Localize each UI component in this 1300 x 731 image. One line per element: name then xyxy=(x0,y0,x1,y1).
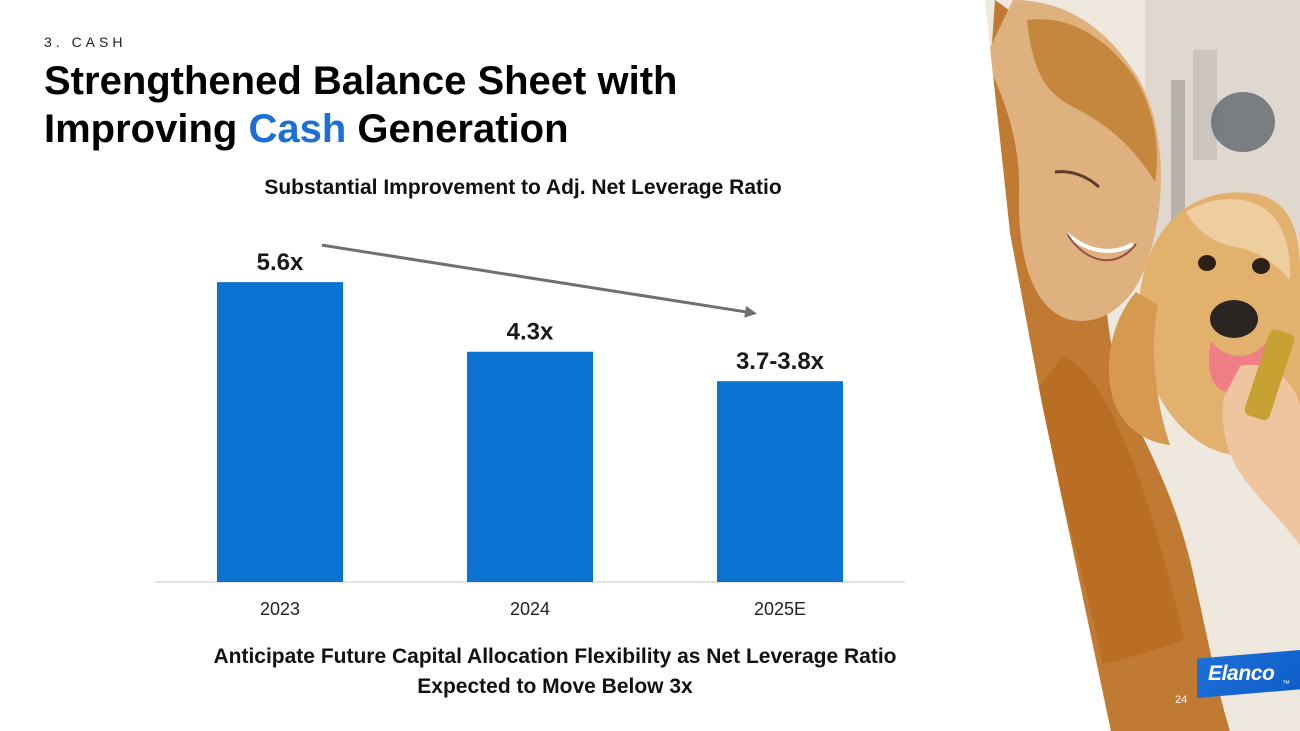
title-accent-word: Cash xyxy=(248,107,347,151)
page-title: Strengthened Balance Sheet with Improvin… xyxy=(44,57,864,153)
data-label-2025e: 3.7-3.8x xyxy=(736,348,825,375)
title-line-2-suffix: Generation xyxy=(346,107,569,151)
bar-2024 xyxy=(467,351,593,582)
title-line-2: Improving Cash Generation xyxy=(44,105,864,153)
footnote-line-2: Expected to Move Below 3x xyxy=(417,675,693,698)
leverage-chart-svg: 5.6x 2023 4.3x 2024 3.7-3.8x 2025E xyxy=(155,243,905,619)
x-tick-2024: 2024 xyxy=(510,599,550,619)
page-number: 24 xyxy=(1175,694,1188,706)
brand-logo: Elanco xyxy=(1208,662,1275,685)
bar-2025e xyxy=(717,381,843,582)
x-tick-2023: 2023 xyxy=(260,599,300,619)
section-label: 3. CASH xyxy=(44,34,127,50)
trademark-mark: ™ xyxy=(1282,679,1290,688)
hero-photo xyxy=(985,0,1300,731)
data-label-2023: 5.6x xyxy=(257,249,304,276)
hero-photo-illustration xyxy=(985,0,1300,731)
footnote-line-1: Anticipate Future Capital Allocation Fle… xyxy=(213,645,897,668)
data-label-2024: 4.3x xyxy=(507,319,554,346)
footnote: Anticipate Future Capital Allocation Fle… xyxy=(140,642,970,702)
x-tick-2025e: 2025E xyxy=(754,599,806,619)
title-line-2-prefix: Improving xyxy=(44,107,249,151)
brand-badge xyxy=(1197,650,1300,698)
bar-2023 xyxy=(217,282,343,582)
title-line-1: Strengthened Balance Sheet with xyxy=(44,59,678,103)
trend-arrow xyxy=(321,243,757,318)
chart-title: Substantial Improvement to Adj. Net Leve… xyxy=(264,176,782,199)
leverage-chart: 5.6x 2023 4.3x 2024 3.7-3.8x 2025E xyxy=(150,220,910,630)
